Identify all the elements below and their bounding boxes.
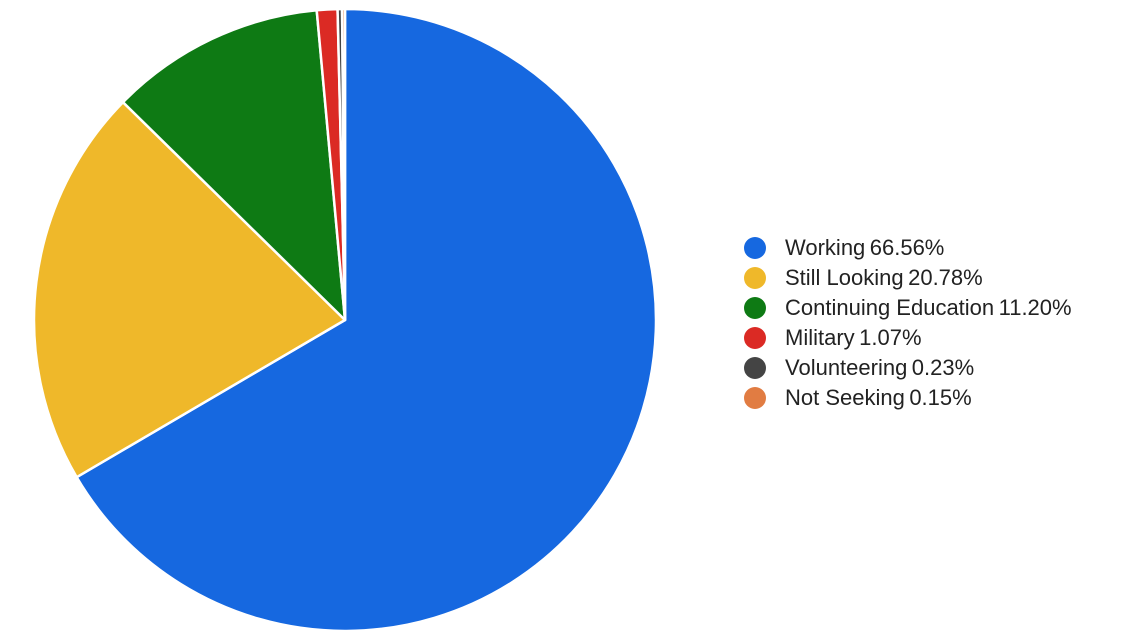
legend-swatch (744, 327, 766, 349)
legend-item[interactable]: Working 66.56% (744, 233, 1072, 263)
legend-value: 66.56% (869, 235, 945, 260)
legend-value: 20.78% (908, 265, 983, 290)
legend-item[interactable]: Continuing Education 11.20% (744, 293, 1072, 323)
legend-value: 1.07% (859, 325, 922, 350)
legend-label: Working (785, 235, 866, 260)
legend-swatch (744, 237, 766, 259)
legend-swatch (744, 387, 766, 409)
legend-item[interactable]: Volunteering 0.23% (744, 353, 1072, 383)
legend-swatch (744, 357, 766, 379)
legend-label: Not Seeking (785, 385, 905, 410)
legend-swatch (744, 267, 766, 289)
legend-label: Still Looking (785, 265, 904, 290)
legend-item[interactable]: Still Looking 20.78% (744, 263, 1072, 293)
pie-slice[interactable] (75, 7, 658, 631)
legend-value: 11.20% (998, 295, 1072, 320)
legend-item[interactable]: Military 1.07% (744, 323, 1072, 353)
pie-slice[interactable] (121, 9, 347, 322)
legend-label: Volunteering (785, 355, 908, 380)
legend-value: 0.23% (911, 355, 975, 380)
legend-value: 0.15% (909, 385, 972, 410)
chart-legend: Working 66.56% Still Looking 20.78% Contin… (744, 233, 1072, 413)
legend-swatch (744, 297, 766, 319)
pie-slice[interactable] (32, 100, 347, 479)
legend-label: Military (785, 325, 855, 350)
pie-slice[interactable] (340, 7, 347, 322)
legend-label: Continuing Education (785, 295, 995, 320)
legend-item[interactable]: Not Seeking 0.15% (744, 383, 1072, 413)
